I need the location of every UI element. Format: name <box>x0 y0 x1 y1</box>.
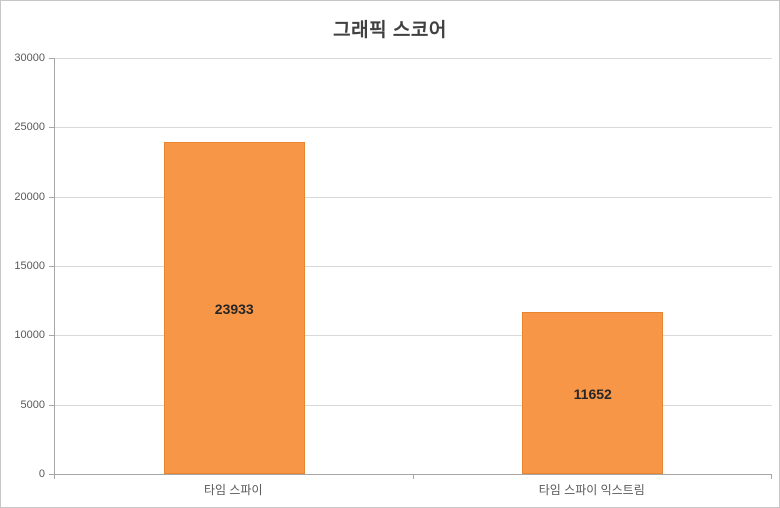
gridline <box>55 266 772 267</box>
y-axis-tick-mark <box>49 335 54 337</box>
x-axis-boundary-tick <box>412 475 414 479</box>
gridline <box>55 58 772 59</box>
y-axis-tick-label: 5000 <box>20 398 45 411</box>
y-axis-tick-mark <box>49 404 54 406</box>
bar-data-label: 23933 <box>214 301 254 318</box>
gridline <box>55 404 772 406</box>
y-axis-tick-label: 30000 <box>14 52 45 64</box>
y-axis-tick-label: 20000 <box>14 190 45 203</box>
y-axis-tick-label: 25000 <box>14 121 45 134</box>
y-axis-tick-label: 10000 <box>14 329 45 342</box>
y-axis-tick-label: 15000 <box>14 260 45 272</box>
bar-data-label: 11652 <box>573 386 612 403</box>
x-axis-category-label: 타임 스파이 <box>203 483 263 497</box>
y-axis-tick-mark <box>49 127 54 129</box>
gridline <box>55 127 772 129</box>
y-axis-tick-mark <box>49 474 54 475</box>
y-axis-tick-mark <box>49 58 54 59</box>
bar-0[interactable]: 23933 <box>163 142 305 474</box>
y-axis-tick-label: 0 <box>38 468 45 480</box>
x-axis-boundary-tick <box>771 475 772 479</box>
y-axis-tick-mark <box>49 196 54 198</box>
gridline <box>55 196 772 198</box>
y-axis-tick-mark <box>49 266 54 267</box>
chart-title: 그래픽 스코어 <box>333 20 447 41</box>
plot-area: 23933 11652 <box>54 58 772 475</box>
x-axis-boundary-tick <box>54 475 55 479</box>
x-axis-category-label: 타임 스파이 익스트림 <box>538 483 645 497</box>
gridline <box>55 335 772 337</box>
bar-1[interactable]: 11652 <box>522 312 664 474</box>
